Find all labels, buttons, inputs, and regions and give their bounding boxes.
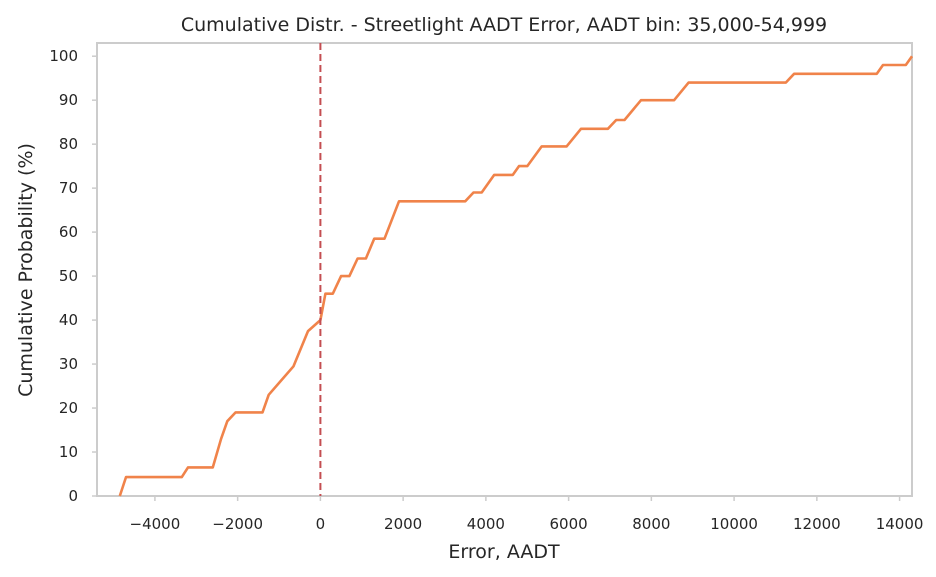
x-tick-label: 8000 [632, 515, 670, 533]
x-tick-label: 0 [316, 515, 326, 533]
y-tick-label: 50 [59, 267, 78, 285]
y-tick-label: 100 [49, 47, 78, 65]
x-tick-label: 6000 [550, 515, 588, 533]
plot-area: −4000 −2000 0 2000 4000 6000 8000 10000 12000 140… [49, 42, 924, 533]
y-axis-label: Cumulative Probability (%) [15, 143, 37, 397]
x-axis-label: Error, AADT [448, 541, 560, 563]
y-tick-label: 10 [59, 443, 78, 461]
cdf-line [118, 55, 914, 497]
y-tick-label: 80 [59, 135, 78, 153]
y-tick-label: 0 [68, 487, 78, 505]
x-tick-label: −2000 [212, 515, 263, 533]
y-tick-label: 20 [59, 399, 78, 417]
plot-frame [96, 42, 913, 497]
x-tick-label: 4000 [467, 515, 505, 533]
x-tick-label: −4000 [130, 515, 181, 533]
y-tick-label: 40 [59, 311, 78, 329]
x-tick-label: 12000 [793, 515, 841, 533]
y-tick-label: 90 [59, 91, 78, 109]
x-tick-label: 2000 [384, 515, 422, 533]
x-tick-label: 14000 [876, 515, 924, 533]
y-tick-label: 70 [59, 179, 78, 197]
chart-title: Cumulative Distr. - Streetlight AADT Err… [181, 14, 827, 36]
y-tick-label: 30 [59, 355, 78, 373]
y-tick-label: 60 [59, 223, 78, 241]
x-tick-label: 10000 [710, 515, 758, 533]
